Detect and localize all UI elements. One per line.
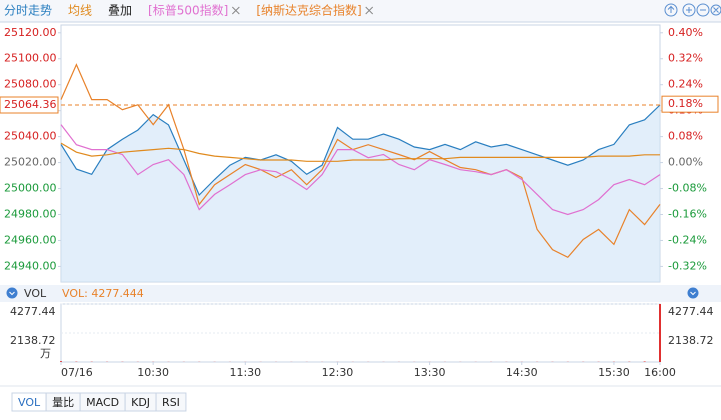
volume-bar (659, 303, 661, 362)
y-tick-label: 25080.00 (4, 78, 57, 91)
x-tick-label: 12:30 (322, 366, 354, 379)
volume-tick-label: 2138.72 (10, 334, 56, 347)
series-line (60, 63, 661, 259)
indicator-tab[interactable]: RSI (162, 396, 180, 409)
indicator-tab[interactable]: KDJ (131, 396, 150, 409)
x-tick-label: 15:30 (598, 366, 630, 379)
volume-bar (60, 361, 62, 362)
series-area (61, 105, 660, 282)
y-tick-label: 25020.00 (4, 156, 57, 169)
volume-readout: VOL: 4277.444 (62, 287, 144, 300)
y-tick-label: 24960.00 (4, 233, 57, 246)
indicator-tab[interactable]: 量比 (52, 396, 74, 409)
y-tick-label: 25120.00 (4, 26, 57, 39)
series-line (60, 124, 661, 216)
x-tick-label: 14:30 (506, 366, 538, 379)
volume-header (0, 285, 721, 302)
icon-zoom-out[interactable] (696, 3, 710, 17)
volume-tick-label-right: 4277.44 (668, 305, 714, 318)
icon-zoom-in[interactable] (682, 3, 696, 17)
last-price-box (0, 96, 59, 114)
volume-collapse-icon[interactable] (6, 287, 18, 299)
y2-tick-label: 0.24% (668, 78, 703, 91)
indicator-tab[interactable]: VOL (18, 396, 41, 409)
y2-tick-label: 0.08% (668, 130, 703, 143)
volume-unit: 万 (40, 347, 51, 360)
toolbar-icons (664, 3, 721, 17)
volume-menu-icon[interactable] (687, 287, 699, 299)
y-tick-label: 24940.00 (4, 259, 57, 272)
volume-tick-label: 4277.44 (10, 305, 56, 318)
tab[interactable]: 分时走势 (4, 4, 52, 18)
last-change-label: 0.18% (668, 97, 703, 110)
y2-tick-label: -0.08% (668, 182, 707, 195)
last-change-box (661, 95, 719, 113)
y-tick-label: 25040.00 (4, 130, 57, 143)
volume-collapse-glyph (9, 291, 15, 296)
y2-tick-label: 0.40% (668, 26, 703, 39)
y2-tick-label: 0.32% (668, 52, 703, 65)
volume-menu-glyph (690, 291, 696, 296)
last-price-label: 25064.36 (4, 98, 57, 111)
top-bar (0, 0, 721, 22)
series-line (60, 142, 660, 162)
x-tick-label: 16:00 (644, 366, 676, 379)
volume-tick-label-right: 2138.72 (668, 334, 714, 347)
icon-close[interactable] (710, 4, 721, 16)
volume-title: VOL (24, 287, 47, 300)
icon-up[interactable] (664, 3, 678, 17)
x-tick-label: 10:30 (137, 366, 169, 379)
y-tick-label: 25100.00 (4, 52, 57, 65)
y2-tick-label: -0.16% (668, 208, 707, 221)
x-tick-label: 13:30 (414, 366, 446, 379)
tab[interactable]: [纳斯达克综合指数] (256, 3, 361, 18)
y2-tick-label: -0.24% (668, 233, 707, 246)
indicator-tab-box[interactable] (155, 392, 187, 412)
tab-close[interactable] (231, 6, 240, 15)
y2-tick-label: 0.00% (668, 156, 703, 169)
indicator-tab[interactable]: MACD (86, 396, 119, 409)
tab[interactable]: 均线 (68, 4, 92, 18)
x-tick-label: 11:30 (229, 366, 261, 379)
y-tick-label: 25000.00 (4, 182, 57, 195)
series-line (60, 104, 661, 197)
x-tick-label: 07/16 (61, 366, 93, 379)
y-tick-label: 24980.00 (4, 208, 57, 221)
tab[interactable]: 叠加 (108, 4, 132, 18)
tab-close[interactable] (365, 6, 374, 15)
volume-bar (643, 361, 646, 362)
icon-glyphs (667, 5, 719, 13)
tab[interactable]: [标普500指数] (148, 3, 228, 18)
y2-tick-label: -0.32% (668, 259, 707, 272)
